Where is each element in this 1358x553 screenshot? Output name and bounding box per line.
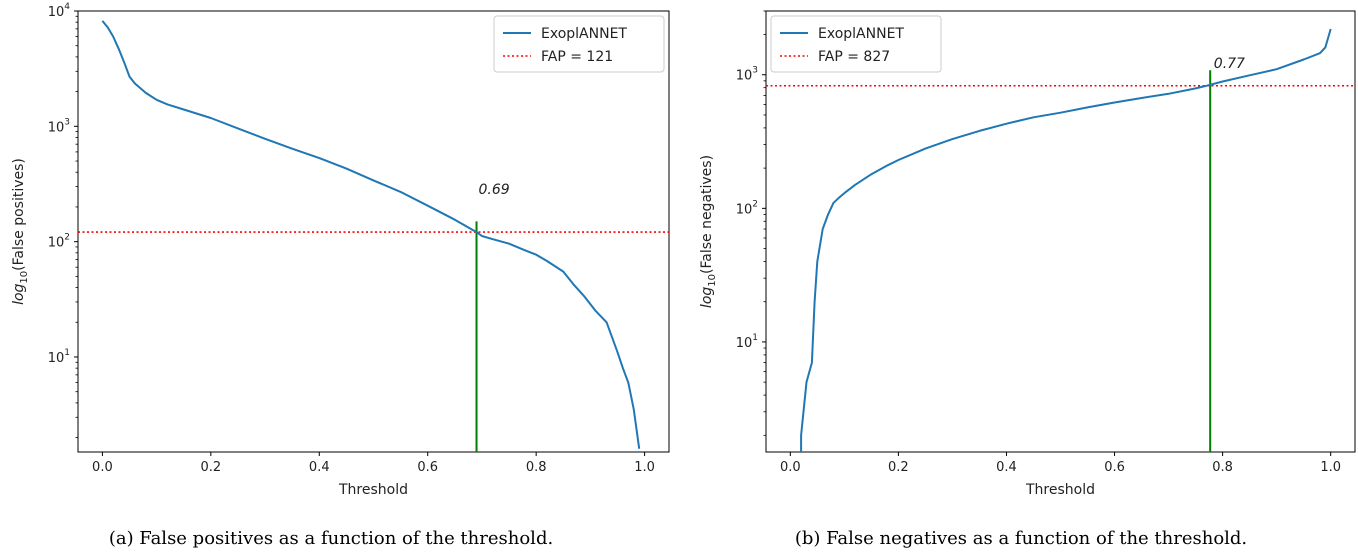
figure-caption: (a) False positives as a function of the… (109, 528, 553, 549)
y-tick-label: 102 (736, 199, 758, 217)
legend-box (493, 15, 665, 73)
x-tick-label: 0.4 (309, 460, 330, 475)
plot-frame (77, 10, 670, 453)
threshold-annotation: 0.77 (1214, 56, 1245, 72)
legend: ExoplANNET FAP = 827 (770, 15, 942, 73)
y-tick-label: 102 (48, 233, 70, 251)
threshold-annotation: 0.69 (479, 182, 510, 198)
x-tick-label: 0.8 (1212, 460, 1233, 475)
y-axis-label: log10(False negatives) (699, 155, 718, 308)
series-line (800, 28, 1332, 452)
chart-panel-b: 0.0 0.2 0.4 0.6 0.8 1.0 101 102 103 Threshold log1… (699, 10, 1356, 549)
legend: ExoplANNET FAP = 121 (493, 15, 665, 73)
data-layer (766, 28, 1355, 452)
x-tick-label: 0.6 (1104, 460, 1125, 475)
x-tick-label: 0.0 (92, 460, 113, 475)
x-tick-label: 1.0 (1320, 460, 1341, 475)
y-tick-label: 104 (48, 2, 71, 20)
x-tick-label: 0.6 (417, 460, 438, 475)
x-tick-label: 1.0 (634, 460, 655, 475)
y-tick-label: 103 (48, 117, 70, 135)
figure-caption: (b) False negatives as a function of the… (795, 528, 1247, 549)
legend-label-fap: FAP = 121 (541, 49, 613, 65)
y-tick-label: 101 (736, 333, 758, 351)
series-line (101, 20, 641, 449)
y-tick-label: 101 (48, 348, 70, 366)
x-tick-label: 0.4 (996, 460, 1017, 475)
data-layer (78, 20, 669, 452)
x-axis-label: Threshold (338, 482, 408, 498)
x-axis-label: Threshold (1025, 482, 1095, 498)
x-tick-label: 0.2 (888, 460, 909, 475)
x-tick-label: 0.0 (780, 460, 801, 475)
legend-label-series: ExoplANNET (818, 26, 904, 42)
legend-label-fap: FAP = 827 (818, 49, 890, 65)
legend-label-series: ExoplANNET (541, 26, 627, 42)
y-tick-label: 103 (736, 66, 758, 84)
chart-panel-a: 0.0 0.2 0.4 0.6 0.8 1.0 101 102 103 104 Threshold l… (11, 2, 670, 549)
x-tick-label: 0.2 (200, 460, 221, 475)
y-axis-label: log10(False positives) (11, 158, 30, 305)
plot-frame (765, 10, 1356, 453)
x-tick-label: 0.8 (526, 460, 547, 475)
legend-box (770, 15, 942, 73)
